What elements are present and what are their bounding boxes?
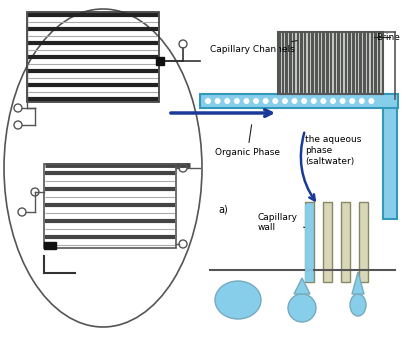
Ellipse shape (215, 281, 261, 319)
Bar (27, 12, 159, 102)
Bar (278, 32, 383, 94)
Ellipse shape (288, 294, 316, 322)
Bar (359, 202, 368, 282)
Bar (345, 33, 347, 94)
Circle shape (205, 98, 211, 104)
Circle shape (253, 98, 259, 104)
Circle shape (369, 98, 374, 104)
Bar (337, 33, 340, 94)
Bar (289, 33, 292, 94)
Bar (278, 33, 281, 94)
Bar (311, 33, 314, 94)
Circle shape (234, 98, 240, 104)
Bar (282, 33, 284, 94)
Text: a): a) (218, 204, 228, 214)
Bar (44, 242, 56, 249)
Bar (326, 33, 328, 94)
Circle shape (272, 98, 278, 104)
Bar (371, 33, 373, 94)
Bar (308, 33, 310, 94)
Bar (200, 94, 398, 108)
Text: Capillary Channels: Capillary Channels (210, 41, 297, 54)
Bar (322, 33, 325, 94)
Bar (356, 33, 358, 94)
Circle shape (292, 98, 297, 104)
Circle shape (320, 98, 326, 104)
Bar (305, 204, 313, 282)
Circle shape (330, 98, 336, 104)
Bar (315, 33, 317, 94)
Bar (323, 202, 332, 282)
Bar (378, 33, 380, 94)
Bar (367, 33, 369, 94)
Circle shape (215, 98, 220, 104)
Bar (304, 33, 306, 94)
Text: the aqueous
phase
(saltwater): the aqueous phase (saltwater) (305, 135, 362, 166)
Bar (293, 33, 295, 94)
Circle shape (263, 98, 269, 104)
Text: Brine: Brine (376, 33, 400, 42)
Text: Organic Phase: Organic Phase (215, 125, 280, 157)
Bar (383, 94, 397, 219)
Ellipse shape (350, 294, 366, 316)
Bar (374, 33, 377, 94)
Circle shape (301, 98, 307, 104)
Circle shape (349, 98, 355, 104)
Text: Capillary
wall: Capillary wall (258, 212, 305, 232)
Bar (285, 33, 288, 94)
Polygon shape (352, 272, 364, 294)
Bar (305, 202, 314, 282)
Circle shape (282, 98, 288, 104)
Bar (333, 33, 336, 94)
Circle shape (339, 98, 346, 104)
Bar (330, 33, 332, 94)
Bar (352, 33, 355, 94)
Bar (297, 33, 299, 94)
Bar (44, 164, 176, 248)
Circle shape (359, 98, 365, 104)
Circle shape (243, 98, 249, 104)
Bar (278, 32, 383, 94)
Bar (348, 33, 351, 94)
Bar (319, 33, 321, 94)
Circle shape (311, 98, 317, 104)
Bar (360, 33, 362, 94)
Bar (156, 57, 164, 65)
Bar (341, 33, 344, 94)
Circle shape (224, 98, 230, 104)
Bar (300, 33, 303, 94)
Polygon shape (294, 278, 310, 294)
Bar (363, 33, 366, 94)
Bar (341, 202, 350, 282)
